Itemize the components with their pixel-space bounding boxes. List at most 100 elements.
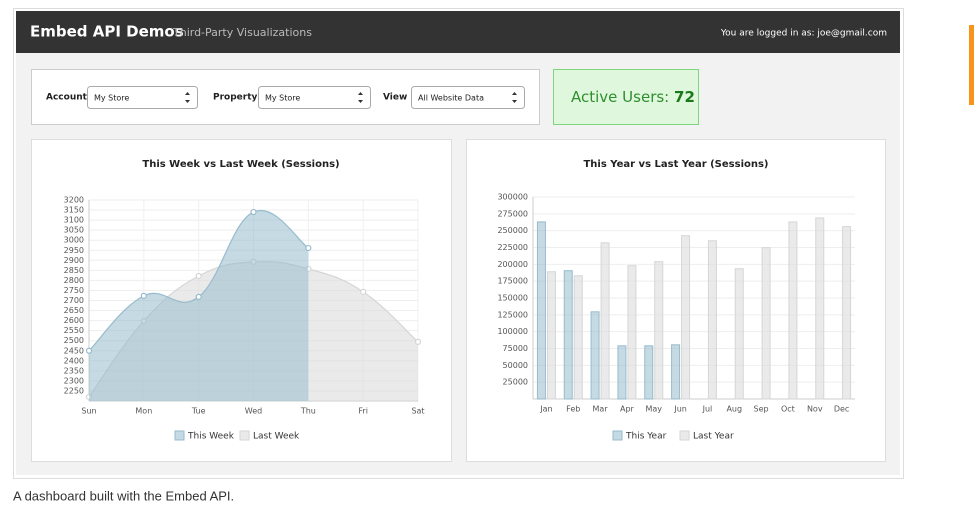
legend-label: Last Year — [693, 432, 734, 442]
point — [195, 293, 202, 300]
x-tick-label: Dec — [834, 405, 849, 414]
user-info: You are logged in as: joe@gmail.com — [720, 29, 887, 39]
y-tick-label: 2500 — [64, 336, 84, 345]
x-tick-label: Sat — [411, 407, 424, 416]
bar — [627, 265, 637, 400]
legend-swatch — [679, 430, 690, 441]
bar — [590, 311, 600, 400]
point — [414, 338, 422, 346]
bar — [842, 226, 852, 400]
point — [85, 347, 93, 354]
bar — [563, 270, 573, 400]
active-users-label: Active Users: — [571, 88, 669, 106]
select-value: My Store — [265, 94, 300, 103]
y-tick-label: 3050 — [64, 226, 84, 235]
x-tick-label: Mar — [593, 405, 609, 414]
y-tick-label: 50000 — [503, 361, 528, 370]
bar — [671, 344, 681, 400]
bar — [815, 217, 825, 400]
bar — [707, 240, 717, 400]
x-tick-label: Jun — [673, 405, 687, 414]
bar — [573, 275, 583, 400]
y-tick-label: 2650 — [64, 306, 84, 315]
point — [140, 292, 147, 299]
x-tick-label: Jul — [702, 405, 713, 414]
legend-swatch — [612, 430, 623, 441]
y-tick-label: 2800 — [64, 276, 84, 285]
x-tick-label: Sun — [81, 407, 96, 416]
x-tick-label: Mon — [135, 407, 152, 416]
side-accent — [969, 25, 974, 105]
y-tick-label: 2700 — [64, 296, 84, 305]
y-tick-label: 150000 — [497, 294, 528, 303]
y-tick-label: 2850 — [64, 266, 84, 275]
y-tick-label: 175000 — [497, 277, 528, 286]
legend-label: This Week — [187, 432, 235, 442]
y-tick-label: 2350 — [64, 366, 84, 375]
select-arrow — [358, 92, 363, 103]
y-tick-label: 300000 — [497, 193, 528, 202]
legend-swatch — [174, 430, 185, 441]
y-tick-label: 25000 — [503, 378, 528, 387]
bar — [654, 261, 664, 400]
y-tick-label: 100000 — [497, 327, 528, 336]
select[interactable] — [87, 86, 198, 109]
header-bar — [16, 11, 900, 53]
x-tick-label: Sep — [754, 405, 769, 414]
y-tick-label: 275000 — [497, 209, 528, 218]
y-tick-label: 250000 — [497, 226, 528, 235]
bar — [600, 242, 610, 400]
y-tick-label: 125000 — [497, 310, 528, 319]
x-tick-label: Oct — [781, 405, 795, 414]
active-users: Active Users: 72 — [571, 88, 695, 106]
select-value: My Store — [94, 94, 129, 103]
legend-swatch — [239, 430, 250, 441]
bar — [681, 235, 691, 400]
y-tick-label: 3100 — [64, 216, 84, 225]
y-tick-label: 3000 — [64, 236, 84, 245]
control-label: View — [383, 93, 407, 103]
bar — [644, 345, 654, 400]
y-tick-label: 2400 — [64, 356, 84, 365]
y-tick-label: 3200 — [64, 196, 84, 205]
x-tick-label: Thu — [300, 407, 316, 416]
y-tick-label: 2250 — [64, 386, 84, 395]
bar — [546, 271, 556, 400]
y-tick-label: 2450 — [64, 346, 84, 355]
select[interactable] — [258, 86, 371, 109]
point — [195, 272, 202, 280]
bar — [788, 221, 798, 400]
active-users-value: 72 — [674, 88, 695, 106]
point — [250, 208, 257, 216]
y-tick-label: 2600 — [64, 316, 84, 325]
control-label: Account — [46, 93, 88, 103]
select-arrow — [512, 92, 517, 103]
header-subtitle: Third-Party Visualizations — [172, 26, 312, 39]
select-value: All Website Data — [418, 94, 484, 103]
bar — [734, 268, 744, 400]
y-tick-label: 200000 — [497, 260, 528, 269]
select-arrow — [185, 92, 190, 103]
y-tick-label: 2750 — [64, 286, 84, 295]
x-tick-label: Tue — [191, 407, 206, 416]
chart-title: This Week vs Last Week (Sessions) — [142, 159, 339, 170]
select[interactable] — [411, 86, 525, 109]
x-tick-label: May — [645, 405, 662, 414]
x-tick-label: Wed — [245, 407, 262, 416]
x-tick-label: Apr — [620, 405, 635, 414]
y-tick-label: 3150 — [64, 206, 84, 215]
caption: A dashboard built with the Embed API. — [13, 488, 234, 503]
legend-label: This Year — [625, 432, 667, 442]
x-tick-label: Fri — [358, 407, 368, 416]
point — [305, 244, 312, 252]
y-tick-label: 75000 — [503, 344, 528, 353]
x-tick-label: Feb — [566, 405, 580, 414]
y-tick-label: 2900 — [64, 256, 84, 265]
y-tick-label: 2550 — [64, 326, 84, 335]
bar — [536, 221, 546, 400]
bar — [761, 247, 771, 400]
header-title: Embed API Demos — [30, 23, 184, 41]
x-tick-label: Nov — [807, 405, 823, 414]
